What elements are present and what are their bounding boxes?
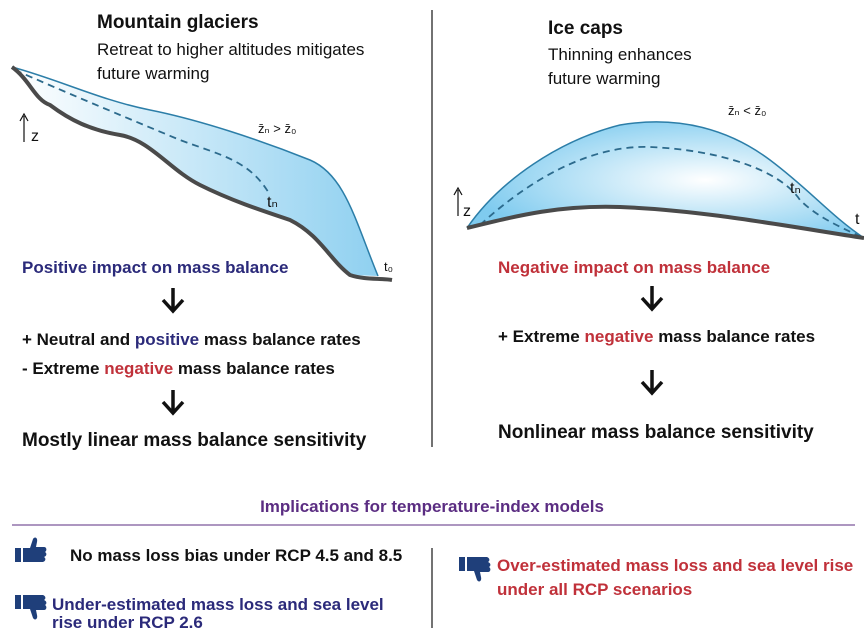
text-segment: negative bbox=[104, 359, 173, 378]
right-title: Ice caps bbox=[548, 18, 623, 39]
time-label: tₙ bbox=[790, 180, 801, 197]
implication: Under-estimated mass loss and sea level bbox=[52, 595, 384, 614]
down-arrow bbox=[161, 390, 185, 416]
down-arrow bbox=[161, 288, 185, 314]
elevation-comparison: z̄ₙ < z̄₀ bbox=[728, 103, 766, 118]
down-arrow bbox=[640, 286, 664, 312]
ice-cap-future-surface bbox=[479, 146, 864, 239]
text-segment: - Extreme bbox=[22, 359, 104, 378]
ice-cap bbox=[467, 121, 864, 238]
sensitivity: Nonlinear mass balance sensitivity bbox=[498, 422, 814, 443]
time-label: t bbox=[855, 211, 860, 228]
implication: under all RCP scenarios bbox=[497, 580, 692, 599]
impact: Positive impact on mass balance bbox=[22, 258, 288, 277]
time-label: tₙ bbox=[267, 194, 278, 211]
text-segment: negative bbox=[584, 327, 653, 346]
left-subtitle: future warming bbox=[97, 64, 209, 83]
rate-line: + Extreme negative mass balance rates bbox=[498, 327, 815, 346]
glacier-ice bbox=[12, 67, 378, 276]
sensitivity: Mostly linear mass balance sensitivity bbox=[22, 430, 367, 451]
left-subtitle: Retreat to higher altitudes mitigates bbox=[97, 40, 364, 59]
thumbs-down-icon bbox=[15, 595, 47, 620]
z-label: z bbox=[463, 203, 471, 220]
implication: Over-estimated mass loss and sea level r… bbox=[497, 556, 853, 575]
implication: rise under RCP 2.6 bbox=[52, 613, 203, 631]
z-label: z bbox=[31, 128, 39, 145]
thumbs-down-icon bbox=[459, 557, 491, 582]
z-arrow bbox=[453, 186, 463, 216]
left-title: Mountain glaciers bbox=[97, 12, 259, 33]
text-segment: mass balance rates bbox=[653, 327, 815, 346]
right-subtitle: Thinning enhances bbox=[548, 45, 692, 64]
impact: Negative impact on mass balance bbox=[498, 258, 770, 277]
rate-line: + Neutral and positive mass balance rate… bbox=[22, 330, 361, 349]
z-arrow bbox=[19, 112, 29, 142]
elevation-comparison: z̄ₙ > z̄₀ bbox=[258, 121, 296, 136]
bedrock bbox=[466, 204, 864, 240]
text-segment: positive bbox=[135, 330, 199, 349]
text-segment: + Neutral and bbox=[22, 330, 135, 349]
implication: No mass loss bias under RCP 4.5 and 8.5 bbox=[70, 546, 402, 565]
glacier-future-surface bbox=[14, 69, 271, 196]
implications-title: Implications for temperature-index model… bbox=[260, 497, 604, 516]
rate-line: - Extreme negative mass balance rates bbox=[22, 359, 335, 378]
glacier-surface bbox=[11, 66, 379, 277]
text-segment: mass balance rates bbox=[199, 330, 361, 349]
bedrock bbox=[10, 65, 393, 282]
text-segment: mass balance rates bbox=[173, 359, 335, 378]
right-subtitle: future warming bbox=[548, 69, 660, 88]
time-label: t₀ bbox=[384, 259, 393, 274]
down-arrow bbox=[640, 370, 664, 396]
text-segment: + Extreme bbox=[498, 327, 584, 346]
thumbs-up-icon bbox=[15, 537, 47, 562]
ice-cap-surface bbox=[466, 121, 864, 239]
